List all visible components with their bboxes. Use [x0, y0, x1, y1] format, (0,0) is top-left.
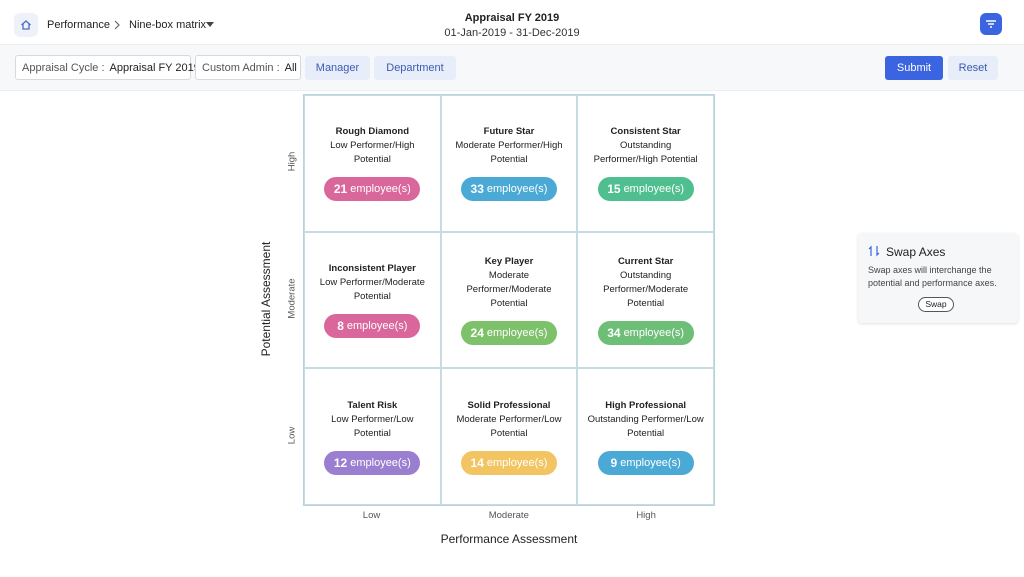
- submit-button[interactable]: Submit: [885, 56, 943, 80]
- filter-label: Appraisal Cycle :: [22, 61, 105, 74]
- filter-field[interactable]: Appraisal Cycle : Appraisal FY 2019: [15, 55, 200, 80]
- breadcrumb[interactable]: Performance: [47, 19, 110, 31]
- matrix-cell: Consistent Star Outstanding Performer/Hig…: [577, 95, 714, 232]
- cell-title: Consistent Star: [610, 126, 681, 138]
- employee-count[interactable]: 33 employee(s): [460, 177, 557, 202]
- chevron: [114, 20, 120, 30]
- count: 21: [333, 182, 348, 197]
- header: Performance Nine-box matrix Appraisal FY…: [0, 0, 1024, 45]
- count: 34: [607, 325, 621, 340]
- count-unit: employee(s): [620, 456, 681, 469]
- breadcrumb[interactable]: Nine-box matrix: [129, 19, 207, 31]
- y-level: High: [286, 151, 298, 172]
- count-unit: employee(s): [623, 183, 685, 196]
- count-unit: employee(s): [486, 456, 548, 469]
- count-unit: employee(s): [346, 319, 408, 332]
- filter-field[interactable]: Custom Admin : All: [195, 55, 301, 80]
- count: 9: [610, 455, 618, 470]
- x-level: Low: [362, 510, 381, 521]
- employee-count[interactable]: 21 employee(s): [324, 177, 421, 202]
- cell-description: Outstanding Performer/Moderate Potential: [603, 269, 689, 309]
- cell-description: Outstanding Performer/Low Potential: [587, 413, 704, 439]
- cell-description: Moderate Performer/High Potential: [455, 140, 563, 166]
- cell-title: Future Star: [483, 126, 535, 138]
- count-unit: employee(s): [350, 456, 411, 469]
- matrix-cell: Key Player Moderate Performer/Moderate Po…: [440, 231, 578, 369]
- matrix-cell: High Professional Outstanding Performer/L…: [577, 368, 714, 505]
- cell-description: Low Performer/Moderate Potential: [319, 276, 425, 302]
- cell-title: Key Player: [484, 255, 534, 267]
- count: 12: [333, 455, 348, 470]
- cell-description: Moderate Performer/Low Potential: [456, 413, 562, 439]
- employee-count[interactable]: 8 employee(s): [324, 313, 421, 338]
- tab[interactable]: Manager: [305, 56, 370, 80]
- nine-box-grid: Rough Diamond Low Performer/High Potentia…: [303, 94, 715, 506]
- home-button[interactable]: [14, 13, 38, 37]
- matrix-cell: Future Star Moderate Performer/High Poten…: [440, 95, 578, 232]
- y-level: Low: [286, 426, 298, 445]
- filter-value: Appraisal FY 2019: [109, 61, 200, 74]
- count-unit: employee(s): [350, 183, 411, 196]
- swap-icon: [868, 245, 880, 257]
- y-level: Moderate: [286, 278, 298, 319]
- count: 33: [470, 182, 484, 197]
- matrix-cell: Inconsistent Player Low Performer/Moderat…: [304, 231, 441, 369]
- employee-count[interactable]: 14 employee(s): [460, 450, 557, 475]
- cell-title: High Professional: [605, 399, 687, 411]
- x-axis-title: Performance Assessment: [440, 532, 578, 546]
- tab[interactable]: Department: [374, 56, 456, 80]
- home-icon: [21, 20, 31, 30]
- employee-count[interactable]: 34 employee(s): [597, 320, 694, 345]
- swap-button[interactable]: Swap: [918, 297, 954, 312]
- employee-count[interactable]: 9 employee(s): [597, 450, 694, 475]
- page-title: Appraisal FY 2019: [464, 12, 560, 24]
- count: 8: [337, 318, 344, 333]
- reset-button[interactable]: Reset: [948, 56, 998, 80]
- cell-description: Low Performer/High Potential: [330, 140, 415, 166]
- count: 24: [470, 325, 484, 340]
- cell-title: Rough Diamond: [335, 126, 409, 138]
- filter-button[interactable]: [980, 13, 1002, 35]
- swap-text: Swap axes will interchange the potential…: [868, 265, 997, 288]
- filter-icon: [986, 20, 996, 28]
- x-level: Moderate: [488, 510, 529, 521]
- count-unit: employee(s): [623, 326, 685, 339]
- period: 01-Jan-2019 - 31-Dec-2019: [444, 27, 580, 39]
- swap-title: Swap Axes: [886, 245, 946, 259]
- cell-description: Low Performer/Low Potential: [331, 413, 414, 439]
- swap-panel: Swap Axes Swap axes will interchange the…: [858, 233, 1018, 323]
- count-unit: employee(s): [486, 326, 548, 339]
- matrix-cell: Current Star Outstanding Performer/Modera…: [577, 231, 714, 369]
- matrix-cell: Rough Diamond Low Performer/High Potentia…: [304, 95, 441, 232]
- cell-description: Moderate Performer/Moderate Potential: [466, 269, 552, 309]
- filter-label: Custom Admin :: [202, 61, 280, 74]
- employee-count[interactable]: 24 employee(s): [460, 320, 557, 345]
- cell-title: Current Star: [617, 255, 674, 267]
- employee-count[interactable]: 15 employee(s): [597, 177, 694, 202]
- matrix-cell: Talent Risk Low Performer/Low Potential 12…: [304, 368, 441, 505]
- matrix-cell: Solid Professional Moderate Performer/Low…: [440, 368, 578, 505]
- filter-value: All: [284, 61, 297, 74]
- employee-count[interactable]: 12 employee(s): [324, 450, 421, 475]
- caret[interactable]: [206, 22, 214, 28]
- count: 14: [470, 455, 484, 470]
- count: 15: [607, 182, 621, 197]
- cell-title: Inconsistent Player: [328, 262, 416, 274]
- cell-description: Outstanding Performer/High Potential: [593, 140, 698, 166]
- cell-title: Solid Professional: [467, 399, 551, 411]
- x-level: High: [636, 510, 656, 521]
- y-axis-title: Potential Assessment: [259, 241, 273, 357]
- cell-title: Talent Risk: [347, 399, 398, 411]
- count-unit: employee(s): [486, 183, 548, 196]
